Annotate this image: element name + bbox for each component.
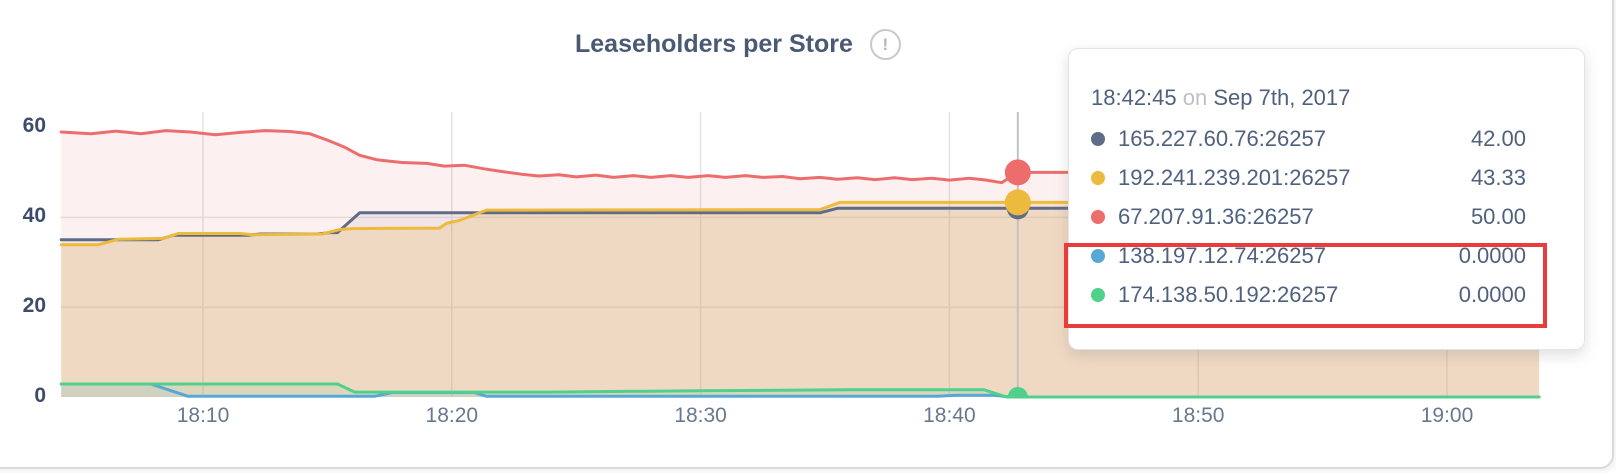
- series-value: 0.0000: [1458, 281, 1526, 307]
- tooltip-row: 165.227.60.76:26257 42.00: [1069, 119, 1584, 158]
- series-label: 165.227.60.76:26257: [1118, 125, 1326, 151]
- y-tick-label: 0: [34, 384, 46, 407]
- highlight-annotation-rectangle: [1064, 243, 1547, 328]
- tooltip-timestamp: 18:42:45 on Sep 7th, 2017: [1091, 85, 1584, 111]
- tooltip-time: 18:42:45: [1091, 85, 1177, 110]
- series-label: 67.207.91.36:26257: [1118, 203, 1314, 229]
- series-value: 50.00: [1470, 203, 1526, 229]
- hover-tooltip: 18:42:45 on Sep 7th, 2017 165.227.60.76:…: [1068, 48, 1585, 350]
- x-tick-label: 18:40: [923, 404, 976, 427]
- series-label: 174.138.50.192:26257: [1118, 281, 1339, 307]
- series-line: [59, 382, 1541, 399]
- x-tick-label: 18:20: [425, 404, 479, 427]
- tooltip-row: 192.241.239.201:26257 43.33: [1069, 158, 1584, 197]
- x-tick-label: 19:00: [1420, 404, 1474, 427]
- series-label: 192.241.239.201:26257: [1118, 164, 1351, 190]
- y-tick-label: 40: [22, 204, 46, 228]
- series-color-dot: [1091, 170, 1105, 185]
- x-tick-label: 18:50: [1171, 404, 1225, 427]
- series-value: 42.00: [1470, 125, 1526, 151]
- crosshair-dot: [1007, 387, 1028, 398]
- y-tick-label: 60: [22, 114, 46, 138]
- crosshair-dot: [1004, 159, 1031, 186]
- tooltip-on-word: on: [1182, 85, 1208, 110]
- x-tick-label: 18:30: [674, 404, 727, 427]
- tooltip-row: 174.138.50.192:26257 0.0000: [1069, 275, 1584, 314]
- series-line: [59, 129, 1541, 185]
- series-color-dot: [1091, 248, 1105, 263]
- series-line: [59, 200, 1541, 247]
- y-tick-label: 20: [22, 294, 46, 318]
- series-color-dot: [1091, 287, 1105, 302]
- info-icon[interactable]: !: [869, 29, 901, 60]
- series-color-dot: [1091, 131, 1105, 146]
- tooltip-date: Sep 7th, 2017: [1213, 85, 1351, 110]
- series-color-dot: [1091, 209, 1105, 224]
- series-line: [59, 382, 1541, 399]
- x-tick-label: 18:10: [176, 404, 230, 427]
- crosshair-dot: [1004, 189, 1031, 216]
- tooltip-row: 67.207.91.36:26257 50.00: [1069, 197, 1584, 236]
- series-value: 43.33: [1470, 164, 1526, 190]
- chart-header: Leaseholders per Store !: [575, 29, 901, 60]
- page-title: Leaseholders per Store: [575, 30, 853, 58]
